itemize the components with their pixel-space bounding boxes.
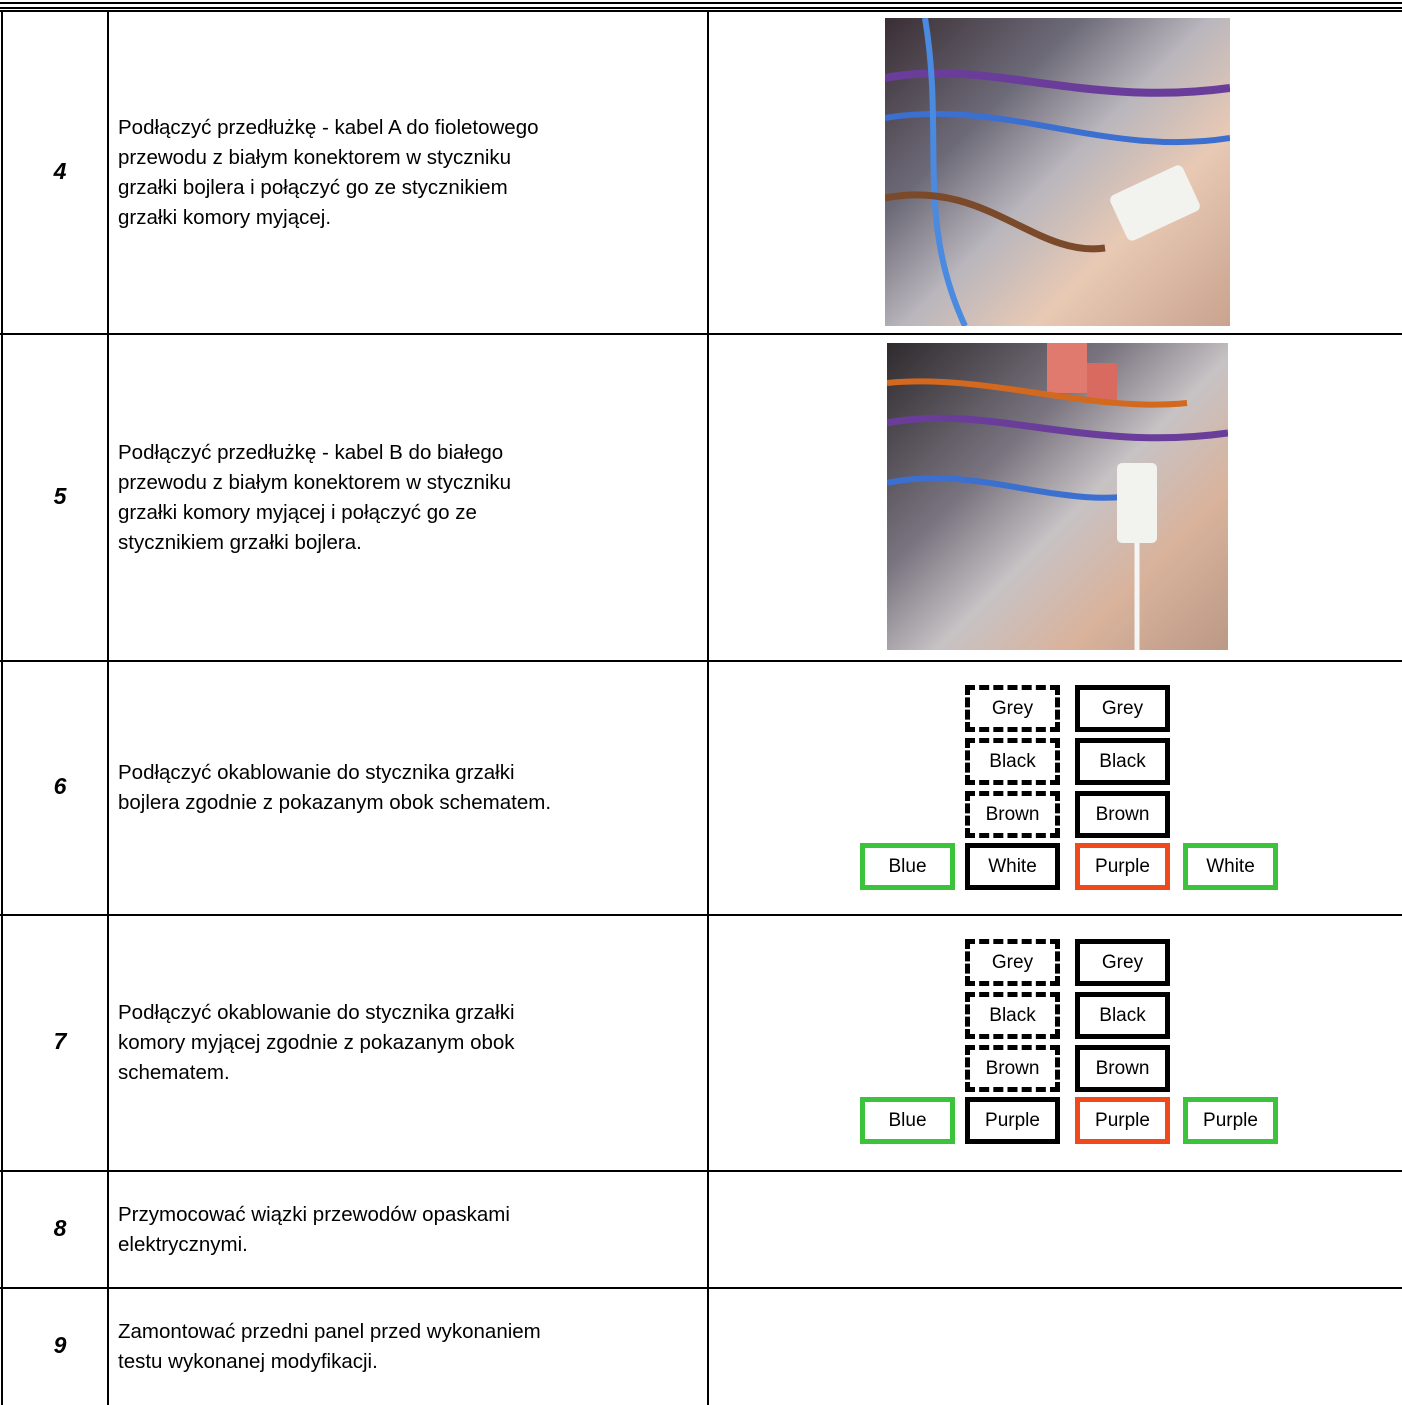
step-text: elektrycznymi. [118,1232,248,1256]
wire-box: Black [965,992,1060,1039]
step-number: 5 [53,482,67,509]
step-text: stycznikiem grzałki bojlera. [118,530,362,554]
step-text: Zamontować przedni panel przed wykonanie… [118,1320,541,1343]
photo-detail [885,18,1230,326]
top-rule [0,7,1402,9]
step-number: 9 [53,1332,67,1358]
wire-box: Brown [1075,1045,1170,1092]
step-text: Przymocować wiązki przewodów opaskami [118,1202,510,1226]
wire-box: White [965,843,1060,890]
wire-box: Purple [1075,843,1170,890]
step-text: bojlera zgodnie z pokazanym obok schemat… [118,791,552,814]
row-line [0,333,1402,335]
row-line [0,914,1402,916]
wire-box: White [1183,843,1278,890]
step-number: 6 [53,773,67,799]
wire-box: Black [965,738,1060,785]
wire-box: Black [1075,738,1170,785]
step-text: testu wykonanej modyfikacji. [118,1350,378,1373]
photo-detail [887,343,1228,650]
photo [885,18,1230,326]
step-text: grzałki komory myjącej i połączyć go ze [118,500,477,524]
top-rule [0,2,1402,4]
wire-box: Grey [965,939,1060,986]
step-text: Podłączyć przedłużkę - kabel B do białeg… [118,440,504,464]
wire-box: Grey [1075,939,1170,986]
step-number: 8 [53,1214,67,1241]
wire-box: Grey [1075,685,1170,732]
step-text: Podłączyć okablowanie do stycznika grzał… [118,1001,515,1024]
step-text: Podłączyć przedłużkę - kabel A do fiolet… [118,115,539,139]
photo [887,343,1228,650]
step-text: przewodu z białym konektorem w styczniku [118,145,512,169]
wire-box: Purple [1075,1097,1170,1144]
wire-box: Grey [965,685,1060,732]
wire-box: Black [1075,992,1170,1039]
step-text: grzałki komory myjącej. [118,205,332,229]
step-number: 4 [53,157,67,184]
row-line [0,1170,1402,1172]
wire-box: Purple [1183,1097,1278,1144]
step-text: schematem. [118,1061,230,1084]
wire-box: Brown [965,1045,1060,1092]
wire-box: Purple [965,1097,1060,1144]
row-line [0,10,1402,12]
row-line [0,1287,1402,1289]
row-line [0,660,1402,662]
step-number: 7 [53,1028,67,1054]
step-text: przewodu z białym konektorem w styczniku [118,470,512,494]
step-text: Podłączyć okablowanie do stycznika grzał… [118,761,515,784]
step-text: grzałki bojlera i połączyć go ze styczni… [118,175,508,199]
wire-box: Brown [1075,791,1170,838]
table-border [1,10,3,1405]
wire-box: Blue [860,843,955,890]
column-line [707,10,709,1405]
wire-box: Blue [860,1097,955,1144]
wire-box: Brown [965,791,1060,838]
column-line [107,10,109,1405]
step-text: komory myjącej zgodnie z pokazanym obok [118,1031,515,1054]
